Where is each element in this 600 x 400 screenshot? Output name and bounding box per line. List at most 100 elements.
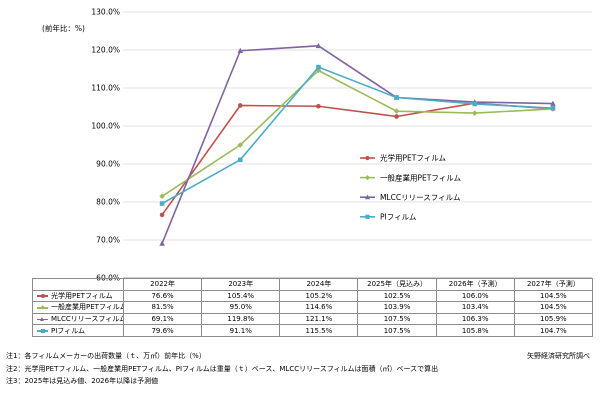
data-point — [393, 108, 400, 114]
series-2 — [159, 67, 556, 200]
note-1: 注1：各フィルムメーカーの出荷数量（ｔ、万㎡）前年比（%） — [6, 352, 206, 360]
legend-label: MLCCリリースフィルム — [380, 193, 460, 202]
legend-label: 一般産業用PETフィルム — [380, 172, 461, 182]
table-cell: 104.5% — [513, 289, 593, 303]
x-category-label: 2027年（予測） — [513, 278, 593, 291]
series-4 — [159, 64, 556, 206]
y-tick-label: 70.0% — [96, 236, 120, 245]
table-cell: 121.1% — [279, 312, 359, 326]
y-tick-label: 120.0% — [91, 46, 120, 55]
x-category-label: 2025年（見込み） — [357, 278, 437, 291]
table-series-label: PIフィルム — [32, 324, 124, 337]
data-point — [315, 42, 322, 49]
table-cell: 103.9% — [357, 301, 437, 314]
table-cell: 69.1% — [122, 312, 203, 326]
legend-marker — [365, 214, 370, 219]
note-3: 注3：2025年は見込み値、2026年以降は予測値 — [6, 377, 159, 385]
data-point — [237, 142, 244, 148]
table-cell: 114.6% — [279, 301, 359, 314]
series-line — [161, 66, 553, 205]
series-name: MLCCリリースフィルム — [51, 315, 124, 324]
legend-label: 光学用PETフィルム — [380, 153, 446, 163]
data-point — [159, 201, 165, 206]
data-point — [471, 110, 478, 116]
series-3 — [159, 42, 556, 246]
legend-label: PIフィルム — [380, 213, 416, 222]
table-series-label: MLCCリリースフィルム — [32, 312, 124, 326]
legend-item: PIフィルム — [360, 213, 416, 222]
x-category-label: 2023年 — [201, 278, 281, 291]
x-category-label: 2024年 — [279, 278, 359, 291]
y-tick-label: 90.0% — [96, 160, 120, 169]
table-cell: 102.5% — [357, 289, 437, 303]
legend-marker — [365, 155, 370, 161]
table-cell: 107.5% — [357, 324, 437, 337]
table-cell: 95.0% — [201, 301, 281, 314]
table-cell: 76.6% — [122, 289, 203, 303]
y-axis-label: (前年比：%) — [42, 23, 85, 33]
table-row: 一般産業用PETフィルム 81.5% 95.0% 114.6% 103.9% 103.4%… — [32, 301, 593, 314]
y-tick-label: 130.0% — [91, 8, 120, 17]
data-point — [316, 64, 321, 70]
data-point — [159, 193, 165, 200]
series-swatch-icon — [37, 328, 48, 333]
series-name: PIフィルム — [51, 326, 86, 335]
series-line — [161, 45, 553, 244]
table-cell: 104.7% — [513, 324, 593, 337]
table-cell: 105.9% — [513, 312, 593, 326]
y-tick-label: 80.0% — [96, 198, 120, 207]
table-row: MLCCリリースフィルム 69.1% 119.8% 121.1% 107.5% 106.3… — [32, 312, 593, 326]
data-point — [159, 212, 165, 218]
table-header-row: 2022年 2023年 2024年 2025年（見込み） 2026年（予測） 2027年（… — [32, 278, 593, 291]
table-cell: 105.2% — [279, 289, 359, 303]
data-point — [159, 240, 165, 246]
legend-marker — [364, 194, 371, 200]
table-cell: 115.5% — [279, 324, 359, 337]
x-category-label: 2026年（予測） — [435, 278, 515, 291]
x-category-label: 2022年 — [122, 278, 203, 291]
data-point — [550, 100, 556, 106]
legend-item: MLCCリリースフィルム — [360, 193, 460, 202]
table-cell: 106.0% — [435, 289, 515, 303]
table-series-label: 一般産業用PETフィルム — [32, 301, 124, 314]
series-line — [161, 102, 553, 216]
series-swatch-icon — [37, 316, 48, 322]
series-swatch-icon — [37, 305, 48, 310]
table-cell: 91.1% — [201, 324, 281, 337]
table-corner — [32, 278, 124, 291]
note-2: 注2：光学用PETフィルム、一般産業用PETフィルム、PIフィルムは重量（ｔ）ベ… — [6, 365, 439, 373]
series-name: 光学用PETフィルム — [51, 291, 113, 300]
data-point — [237, 47, 244, 54]
table-cell: 79.6% — [122, 324, 203, 337]
data-point — [316, 103, 321, 109]
table-cell: 104.5% — [513, 301, 593, 314]
table-series-label: 光学用PETフィルム — [32, 289, 124, 303]
series-name: 一般産業用PETフィルム — [51, 303, 124, 312]
data-point — [237, 157, 243, 163]
table-row: PIフィルム 79.6% 91.1% 115.5% 107.5% 105.8% 104.7% — [32, 324, 593, 337]
legend-item: 光学用PETフィルム — [360, 153, 446, 163]
series-swatch-icon — [37, 293, 48, 298]
gridlines — [123, 11, 592, 279]
table-row: 光学用PETフィルム 76.6% 105.4% 105.2% 102.5% 106.0% 1… — [32, 289, 593, 303]
data-point — [394, 95, 399, 100]
source-note: 矢野経済研究所調べ — [527, 352, 590, 360]
series-line — [161, 69, 553, 197]
y-axis-ticks: 60.0% 70.0% 80.0% 90.0% 100.0% 110.0% 120.0% 13… — [91, 8, 120, 283]
table-cell: 119.8% — [201, 312, 281, 326]
data-point — [472, 101, 478, 107]
legend-marker — [364, 175, 371, 181]
data-point — [237, 103, 243, 108]
y-tick-label: 60.0% — [96, 274, 120, 283]
series-lines — [159, 42, 556, 246]
table-cell: 81.5% — [122, 301, 203, 314]
table-cell: 107.5% — [357, 312, 437, 326]
y-tick-label: 100.0% — [91, 122, 120, 131]
y-tick-label: 110.0% — [91, 84, 120, 93]
data-point — [394, 114, 399, 119]
legend-item: 一般産業用PETフィルム — [360, 172, 461, 182]
table-cell: 105.8% — [435, 324, 515, 337]
table-cell: 103.4% — [435, 301, 515, 314]
